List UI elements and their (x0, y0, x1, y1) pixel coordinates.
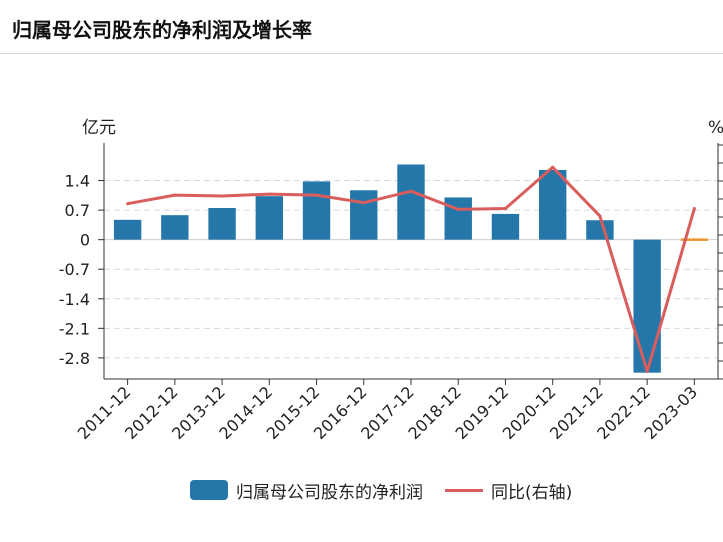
legend-label-profit: 归属母公司股东的净利润 (236, 482, 423, 503)
y-tick-label: -2.1 (59, 319, 90, 338)
legend-line-swatch (445, 488, 483, 492)
line-series (126, 165, 696, 373)
line-point (456, 207, 460, 211)
bar (255, 196, 284, 240)
y-tick-label: 0.7 (65, 201, 90, 220)
bar (491, 213, 520, 240)
bar (444, 197, 472, 240)
legend-bar-swatch (190, 480, 228, 500)
line-point (598, 214, 602, 218)
line-point (409, 189, 413, 193)
line-point (315, 193, 319, 197)
right-axis-unit-label: % (708, 118, 723, 138)
bar (538, 170, 567, 240)
line-point (362, 201, 366, 205)
bar (208, 208, 236, 240)
line-point (551, 165, 555, 169)
line-point (126, 202, 130, 206)
bar (633, 239, 661, 373)
line-point (645, 369, 649, 373)
bar (113, 219, 142, 240)
y-tick-label: -1.4 (59, 290, 90, 309)
legend: 归属母公司股东的净利润 同比(右轴) (190, 476, 594, 504)
chart: 亿元 % 1.4 0.7 0 -0.7 -1.4 -2.1 -2.8 2011-122012… (59, 118, 723, 443)
line-point (267, 192, 271, 196)
x-tick-labels: 2011-122012-122013-122014-122015-122016-… (74, 379, 701, 443)
bar-series (113, 164, 709, 373)
bar (397, 164, 425, 240)
bar (680, 238, 709, 241)
legend-label-yoy: 同比(右轴) (491, 482, 573, 503)
bar (350, 190, 378, 240)
line-point (692, 206, 696, 210)
bar (302, 181, 331, 240)
line-point (503, 206, 507, 210)
bar (586, 220, 614, 240)
line-point (220, 194, 224, 198)
y-tick-label: 0 (80, 231, 90, 250)
header: 归属母公司股东的净利润及增长率 (0, 0, 723, 54)
left-axis-unit-label: 亿元 (82, 118, 116, 138)
line-point (173, 193, 177, 197)
y-tick-label: -0.7 (59, 260, 90, 279)
bar (161, 215, 189, 240)
y-tick-label: -2.8 (59, 349, 90, 368)
y-tick-label: 1.4 (65, 172, 90, 191)
legend-item-profit[interactable]: 归属母公司股东的净利润 (190, 478, 423, 503)
chart-title: 归属母公司股东的净利润及增长率 (12, 18, 312, 42)
legend-item-yoy[interactable]: 同比(右轴) (445, 478, 572, 503)
y-tick-labels: 1.4 0.7 0 -0.7 -1.4 -2.1 -2.8 (59, 172, 104, 368)
